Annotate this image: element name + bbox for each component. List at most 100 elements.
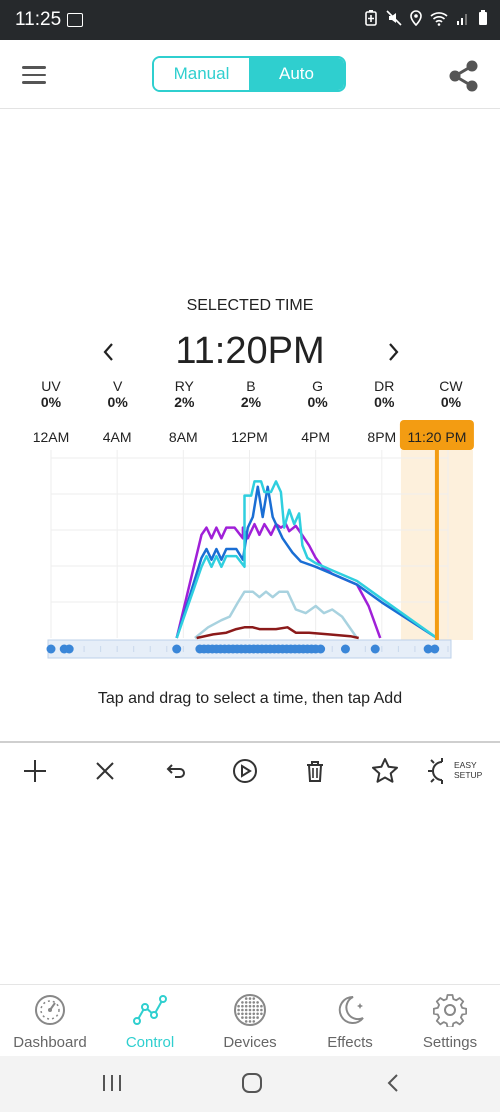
selected-time-value: 11:20PM [175,330,325,372]
nav-dashboard[interactable]: Dashboard [0,985,100,1057]
nav-effects[interactable]: Effects [300,985,400,1057]
channel-name: CW [439,378,463,394]
led-dot [241,1012,244,1016]
manual-mode-button[interactable]: Manual [154,58,249,90]
nav-label: Settings [422,1034,478,1051]
channel-value: 0% [107,394,128,410]
channel-cw: CW 0% [418,378,484,410]
led-dot [244,1001,248,1004]
add-icon[interactable] [20,756,50,786]
timeline-point [340,644,350,654]
sun-setup-icon [428,758,443,784]
selected-time-label: SELECTED TIME [186,297,314,314]
channel-value: 2% [174,394,195,410]
led-dot [241,1016,244,1019]
timeline-point [64,644,74,654]
x-tick-label: 8PM [367,429,396,445]
image-notification-icon [67,13,83,27]
control-graph-icon [133,995,167,1025]
led-dot [252,1020,256,1023]
channel-value: 0% [40,394,62,410]
series-line-2 [175,480,438,640]
location-icon [410,10,422,31]
x-tick-label: 12AM [33,429,70,445]
led-dot [252,1008,256,1012]
edit-toolbar: EASY SETUP [0,750,500,792]
led-dot [244,1016,248,1019]
timeline-point [430,644,440,654]
channel-name: V [112,378,123,394]
chevron-left-icon[interactable] [96,338,122,366]
channel-g: G 0% [285,378,351,410]
undo-icon[interactable] [160,756,190,786]
chevron-right-icon[interactable] [380,338,406,366]
status-time: 11:25 [15,9,62,30]
led-dot [256,1012,259,1016]
close-icon[interactable] [90,756,120,786]
led-dot [237,1012,240,1016]
led-dot [241,1008,244,1012]
timeline-point [370,644,380,654]
menu-icon[interactable] [22,66,46,84]
x-tick-label: 12PM [231,429,268,445]
dashboard-gauge-icon [35,995,65,1025]
led-dot [241,1004,244,1008]
status-icons [364,10,488,31]
led-dot [252,997,256,1000]
nav-label: Control [125,1034,175,1051]
system-navigation-bar [0,1056,500,1112]
led-dot [248,1012,252,1016]
selected-time-row: 11:20PM [0,330,500,376]
channel-value: 0% [307,394,328,410]
battery-icon [478,10,488,31]
nav-settings[interactable]: Settings [400,985,500,1057]
channel-name: G [312,378,324,394]
schedule-chart-svg[interactable]: 12AM 4AM 8AM 12PM 4PM 8PM 11:20 PM [0,418,500,668]
led-dot [248,1004,252,1008]
x-tick-label: 4PM [301,429,330,445]
mute-icon [386,10,402,31]
led-dot [252,1001,256,1004]
wifi-icon [430,10,448,31]
auto-mode-button[interactable]: Auto [249,58,344,90]
nav-label: Devices [223,1034,277,1051]
led-dot [248,1001,252,1004]
home-icon[interactable] [240,1072,264,1099]
series-line-0 [175,522,382,639]
led-dot [241,1001,244,1004]
series-line-1 [175,485,438,640]
led-dot [248,1016,252,1019]
channel-values: UV 0% V 0% RY 2% B 2% G 0% DR 0% CW 0% [18,378,484,410]
share-icon[interactable] [446,58,482,94]
led-dot [248,997,252,1000]
led-dot [237,1008,240,1012]
easy-setup-button[interactable]: EASY SETUP [424,756,490,786]
trash-icon[interactable] [300,756,330,786]
channel-dr: DR 0% [351,378,417,410]
play-icon[interactable] [230,756,260,786]
battery-saver-icon [364,10,378,31]
nav-devices[interactable]: Devices [200,985,300,1057]
led-dot [244,1004,248,1008]
effects-moon-icon [338,995,364,1024]
divider [0,741,500,743]
back-icon[interactable] [382,1072,406,1099]
timeline-point [423,644,433,654]
timeline-point [316,644,326,654]
led-dot [248,1020,252,1023]
settings-gear-icon [433,994,467,1027]
recent-apps-icon[interactable] [100,1072,124,1099]
nav-label: Effects [327,1034,373,1051]
led-dot [244,1020,248,1023]
nav-control[interactable]: Control [100,985,200,1057]
channel-name: DR [374,378,395,394]
bottom-navigation: Dashboard Control Devices Effects Settin… [0,984,500,1057]
star-icon[interactable] [370,756,400,786]
led-dot [244,997,248,1000]
timeline-point [46,644,56,654]
led-dot [256,1004,259,1008]
series-line-3 [194,590,359,639]
schedule-chart[interactable]: 12AM 4AM 8AM 12PM 4PM 8PM 11:20 PM [0,418,500,668]
channel-b: B 2% [218,378,284,410]
led-dot [260,1008,263,1012]
